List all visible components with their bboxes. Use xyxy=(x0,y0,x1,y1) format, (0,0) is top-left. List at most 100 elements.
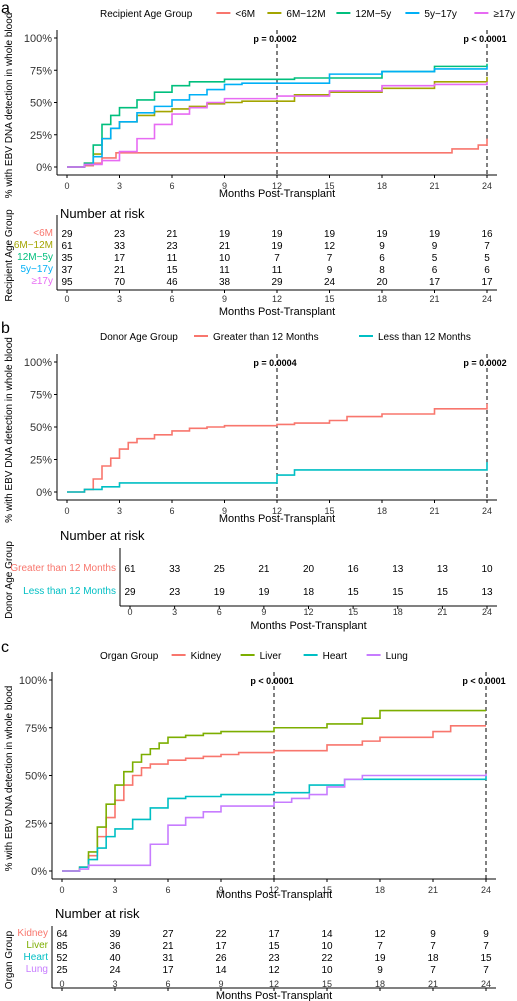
risk-cell: 61 xyxy=(61,241,73,252)
risk-cell: 70 xyxy=(114,277,126,288)
risk-cell: 7 xyxy=(484,241,490,252)
risk-cell: 29 xyxy=(61,229,73,240)
risk-x-tick-label: 3 xyxy=(112,979,117,989)
risk-cell: 16 xyxy=(481,229,493,240)
x-tick-label: 12 xyxy=(272,506,282,516)
risk-cell: 7 xyxy=(430,965,436,976)
risk-x-tick-label: 6 xyxy=(165,979,170,989)
risk-row-label-0: <6M xyxy=(33,228,53,239)
risk-x-tick-label: 0 xyxy=(127,607,132,617)
risk-cell: 7 xyxy=(430,941,436,952)
risk-table: Number at risk Recipient Age Group <6M 29 23… xyxy=(4,206,497,318)
risk-cell: 5 xyxy=(432,253,438,264)
risk-table-x-label: Months Post-Transplant xyxy=(250,620,366,632)
risk-cell: 7 xyxy=(274,253,280,264)
x-axis-label: Months Post-Transplant xyxy=(219,513,335,525)
risk-x-tick-label: 24 xyxy=(482,294,492,304)
risk-cell: 5 xyxy=(484,253,490,264)
legend-label-0: Greater than 12 Months xyxy=(213,332,319,343)
risk-x-tick-label: 0 xyxy=(64,294,69,304)
risk-cell: 19 xyxy=(271,229,283,240)
x-tick-label: 15 xyxy=(324,506,334,516)
risk-cell: 13 xyxy=(392,564,404,575)
y-tick-label: 100% xyxy=(24,33,52,45)
risk-row-label-2: 12M−5y xyxy=(17,252,53,263)
risk-cell: 17 xyxy=(162,965,174,976)
risk-x-tick-label: 9 xyxy=(222,294,227,304)
risk-cell: 21 xyxy=(114,265,126,276)
risk-x-tick-label: 18 xyxy=(377,294,387,304)
risk-row-label-3: Lung xyxy=(26,964,48,975)
y-tick-label: 25% xyxy=(25,818,47,830)
risk-cell: 52 xyxy=(56,953,68,964)
y-tick-label: 0% xyxy=(31,866,47,878)
p-value-label-0: p = 0.0004 xyxy=(253,358,296,368)
risk-cell: 9 xyxy=(379,241,385,252)
p-value-label-0: p < 0.0001 xyxy=(250,676,293,686)
x-tick-label: 3 xyxy=(112,885,117,895)
risk-cell: 15 xyxy=(480,953,492,964)
p-value-label-1: p = 0.0002 xyxy=(463,358,506,368)
risk-cell: 38 xyxy=(219,277,231,288)
risk-cell: 12 xyxy=(374,929,386,940)
risk-cell: 40 xyxy=(109,953,121,964)
x-axis-label: Months Post-Transplant xyxy=(219,188,335,200)
risk-x-tick-label: 21 xyxy=(429,294,439,304)
panel-letter-c: c xyxy=(1,639,9,656)
risk-cell: 18 xyxy=(303,587,315,598)
series-line-0 xyxy=(67,403,488,493)
risk-cell: 24 xyxy=(324,277,336,288)
risk-cell: 85 xyxy=(56,941,68,952)
risk-cell: 31 xyxy=(162,953,174,964)
risk-cell: 17 xyxy=(215,941,227,952)
risk-cell: 9 xyxy=(432,241,438,252)
risk-row-label-3: 5y−17y xyxy=(20,264,53,275)
p-value-label-1: p < 0.0001 xyxy=(463,34,506,44)
x-tick-label: 24 xyxy=(482,506,492,516)
legend-label-1: Less than 12 Months xyxy=(378,332,471,343)
legend-label-3: 5y−17y xyxy=(424,9,457,20)
x-tick-label: 6 xyxy=(169,181,174,191)
x-tick-label: 15 xyxy=(324,181,334,191)
risk-cell: 12 xyxy=(324,241,336,252)
risk-cell: 16 xyxy=(348,564,360,575)
x-tick-label: 0 xyxy=(59,885,64,895)
x-tick-label: 24 xyxy=(482,181,492,191)
x-tick-label: 24 xyxy=(481,885,491,895)
risk-cell: 11 xyxy=(272,265,283,276)
x-tick-label: 6 xyxy=(165,885,170,895)
risk-x-tick-label: 21 xyxy=(437,607,447,617)
x-tick-label: 18 xyxy=(377,506,387,516)
legend-label-2: 12M−5y xyxy=(355,9,391,20)
risk-cell: 18 xyxy=(427,953,439,964)
risk-cell: 25 xyxy=(214,564,226,575)
risk-row-label-1: Less than 12 Months xyxy=(23,586,116,597)
risk-cell: 23 xyxy=(166,241,178,252)
series-line-1 xyxy=(62,709,486,872)
series-line-0 xyxy=(62,725,486,872)
risk-table-x-label: Months Post-Transplant xyxy=(219,306,335,318)
x-tick-label: 21 xyxy=(429,181,439,191)
x-tick-label: 9 xyxy=(222,506,227,516)
risk-x-tick-label: 3 xyxy=(172,607,177,617)
risk-cell: 22 xyxy=(321,953,333,964)
risk-x-tick-label: 15 xyxy=(322,979,332,989)
risk-row-label-1: Liver xyxy=(26,940,48,951)
legend: Recipient Age Group <6M 6M−12M 12M−5y 5y−17y… xyxy=(100,9,515,20)
risk-cell: 23 xyxy=(114,229,126,240)
y-tick-label: 50% xyxy=(25,771,47,783)
risk-table-x-label: Months Post-Transplant xyxy=(216,990,332,1001)
risk-cell: 64 xyxy=(56,929,68,940)
legend-title: Organ Group xyxy=(100,651,159,662)
risk-x-tick-label: 15 xyxy=(348,607,358,617)
risk-row-label-0: Greater than 12 Months xyxy=(10,563,116,574)
risk-cell: 21 xyxy=(162,941,174,952)
risk-cell: 15 xyxy=(437,587,449,598)
risk-cell: 19 xyxy=(214,587,226,598)
legend-title: Recipient Age Group xyxy=(100,9,193,20)
y-tick-label: 50% xyxy=(30,98,52,110)
y-tick-label: 100% xyxy=(24,357,52,369)
